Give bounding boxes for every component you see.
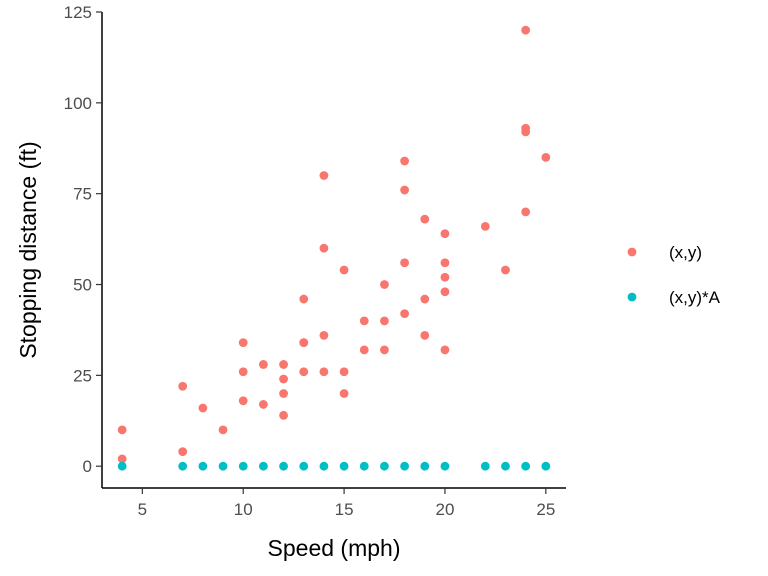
x-tick-label: 15: [335, 500, 354, 519]
data-point-xy: [218, 425, 228, 435]
data-point-xy: [380, 316, 389, 326]
data-point-xy: [339, 389, 349, 398]
data-point-xy: [299, 367, 309, 377]
legend: (x,y) (x,y)*A: [627, 243, 721, 307]
x-tick-label: 20: [435, 500, 454, 519]
data-point-xy-a: [319, 461, 329, 471]
data-point-xy: [541, 152, 551, 162]
data-point-xy: [299, 338, 309, 348]
data-point-xy-a: [480, 461, 490, 471]
data-point-xy: [258, 360, 268, 369]
plot-area: [117, 25, 551, 471]
legend-label: (x,y)*A: [669, 288, 721, 307]
x-axis-title: Speed (mph): [268, 535, 401, 561]
x-tick-label: 10: [234, 500, 253, 519]
data-point-xy: [319, 330, 329, 340]
data-point-xy-a: [279, 461, 288, 471]
data-point-xy: [400, 258, 410, 268]
data-point-xy-a: [359, 461, 369, 471]
data-point-xy: [339, 367, 349, 377]
data-point-xy-a: [218, 461, 228, 471]
data-point-xy-a: [198, 461, 208, 471]
data-point-xy-a: [541, 461, 551, 471]
data-point-xy: [178, 447, 188, 457]
data-point-xy: [440, 258, 450, 268]
data-point-xy: [359, 345, 369, 355]
data-point-xy: [440, 287, 450, 297]
data-point-xy-a: [501, 461, 510, 471]
x-tick-label: 25: [536, 500, 555, 519]
data-point-xy-a: [258, 461, 268, 471]
data-point-xy: [359, 316, 369, 326]
data-point-xy: [279, 360, 288, 369]
data-point-xy: [420, 214, 430, 224]
data-point-xy: [440, 229, 450, 239]
data-point-xy: [319, 171, 329, 180]
data-point-xy: [279, 410, 288, 420]
data-point-xy: [420, 330, 430, 340]
legend-label: (x,y): [669, 243, 702, 262]
data-point-xy-a: [440, 461, 450, 471]
data-point-xy: [279, 374, 288, 384]
y-tick-label: 100: [64, 94, 92, 113]
legend-key-marker: [627, 247, 637, 257]
y-axis-title: Stopping distance (ft): [15, 141, 41, 358]
data-point-xy: [380, 345, 389, 355]
data-point-xy-a: [521, 461, 531, 471]
data-point-xy: [299, 294, 309, 304]
data-point-xy: [440, 272, 450, 282]
data-point-xy: [238, 396, 248, 406]
data-point-xy: [400, 185, 410, 195]
data-point-xy: [521, 207, 531, 217]
y-tick-label: 0: [83, 457, 92, 476]
data-point-xy: [400, 309, 410, 318]
data-point-xy: [521, 123, 531, 133]
legend-key-marker: [627, 292, 637, 302]
y-tick-label: 25: [73, 366, 92, 385]
data-point-xy: [480, 221, 490, 231]
data-point-xy-a: [117, 461, 127, 471]
y-tick-label: 75: [73, 185, 92, 204]
y-axis-ticks: 0 25 50 75 100 125: [64, 3, 102, 476]
data-point-xy: [440, 345, 450, 355]
data-point-xy-a: [299, 461, 309, 471]
x-axis-ticks: 5 10 15 20 25: [138, 488, 555, 519]
data-point-xy: [339, 265, 349, 275]
data-point-xy: [319, 367, 329, 377]
data-point-xy-a: [400, 461, 410, 471]
data-point-xy: [501, 265, 510, 275]
data-point-xy-a: [178, 461, 188, 471]
data-point-xy: [198, 403, 208, 413]
data-point-xy: [380, 280, 389, 289]
data-point-xy: [238, 367, 248, 377]
y-tick-label: 50: [73, 276, 92, 295]
data-point-xy: [521, 25, 531, 35]
data-point-xy: [400, 156, 410, 166]
data-point-xy: [178, 381, 188, 391]
y-tick-label: 125: [64, 3, 92, 22]
data-point-xy-a: [339, 461, 349, 471]
data-point-xy: [420, 294, 430, 304]
data-point-xy-a: [420, 461, 430, 471]
data-point-xy-a: [380, 461, 389, 471]
data-point-xy: [319, 243, 329, 253]
data-point-xy-a: [238, 461, 248, 471]
data-point-xy: [279, 389, 288, 398]
data-point-xy: [258, 400, 268, 409]
x-tick-label: 5: [138, 500, 147, 519]
data-point-xy: [117, 454, 127, 464]
data-point-xy: [117, 425, 127, 435]
data-point-xy: [238, 338, 248, 348]
